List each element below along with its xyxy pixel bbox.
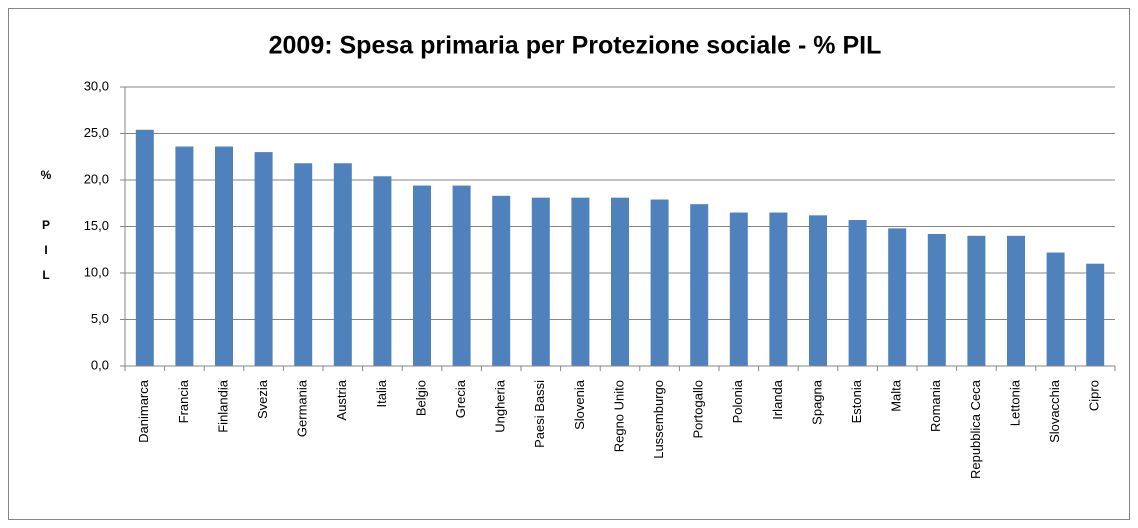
bar <box>175 146 194 366</box>
x-tick-label: Danimarca <box>136 379 151 443</box>
x-tick-label: Germania <box>295 379 310 437</box>
bar <box>1046 252 1065 366</box>
x-tick-label: Romania <box>928 379 943 432</box>
x-tick-label: Repubblica Ceca <box>968 379 983 479</box>
chart-title: 2009: Spesa primaria per Protezione soci… <box>269 32 882 60</box>
x-tick-label: Irlanda <box>770 379 785 420</box>
bar <box>848 219 867 366</box>
x-tick-label: Portogallo <box>691 380 706 439</box>
bar <box>650 199 669 366</box>
y-tick-label: 0,0 <box>91 357 109 372</box>
x-tick-label: Slovenia <box>572 379 587 430</box>
bar <box>1007 235 1025 366</box>
bar <box>254 152 273 366</box>
x-tick-label: Spagna <box>809 379 824 425</box>
x-tick-label: Lettonia <box>1007 379 1022 426</box>
bar <box>888 228 907 366</box>
bar <box>333 163 352 366</box>
y-tick-label: 10,0 <box>84 264 109 279</box>
x-tick-label: Cipro <box>1087 380 1102 411</box>
x-tick-label: Belgio <box>413 380 428 416</box>
bar <box>294 163 313 366</box>
x-tick-label: Ungheria <box>493 379 508 433</box>
x-tick-label: Regno Unito <box>611 380 626 452</box>
x-tick-label: Francia <box>176 379 191 423</box>
x-tick-label: Malta <box>889 379 904 412</box>
x-tick-label: Slovacchia <box>1047 379 1062 443</box>
bar <box>452 185 471 366</box>
x-tick-label: Grecia <box>453 379 468 418</box>
x-tick-label: Paesi Bassi <box>532 380 547 448</box>
bar <box>135 129 154 366</box>
bar <box>611 197 629 366</box>
x-tick-label: Svezia <box>255 379 270 419</box>
x-tick-label: Finlandia <box>215 379 230 433</box>
bar <box>373 176 392 366</box>
bar <box>729 212 748 366</box>
bar <box>413 185 431 366</box>
bar <box>809 215 827 366</box>
bar <box>927 233 946 366</box>
y-tick-label: 5,0 <box>91 311 109 326</box>
y-tick-label: 30,0 <box>84 78 109 93</box>
bar <box>531 197 550 366</box>
x-tick-label: Italia <box>374 379 389 407</box>
bar <box>1086 263 1105 366</box>
y-tick-label: 15,0 <box>84 218 109 233</box>
bar <box>215 146 233 366</box>
bar <box>967 235 986 366</box>
x-tick-label: Lussemburgo <box>651 380 666 459</box>
bar <box>769 212 788 366</box>
bar <box>690 204 709 366</box>
x-tick-label: Austria <box>334 379 349 420</box>
bar <box>492 195 511 366</box>
x-tick-label: Polonia <box>730 379 745 423</box>
x-tick-label: Estonia <box>849 379 864 423</box>
bar <box>571 197 590 366</box>
y-tick-label: 20,0 <box>84 171 109 186</box>
y-tick-label: 25,0 <box>84 125 109 140</box>
